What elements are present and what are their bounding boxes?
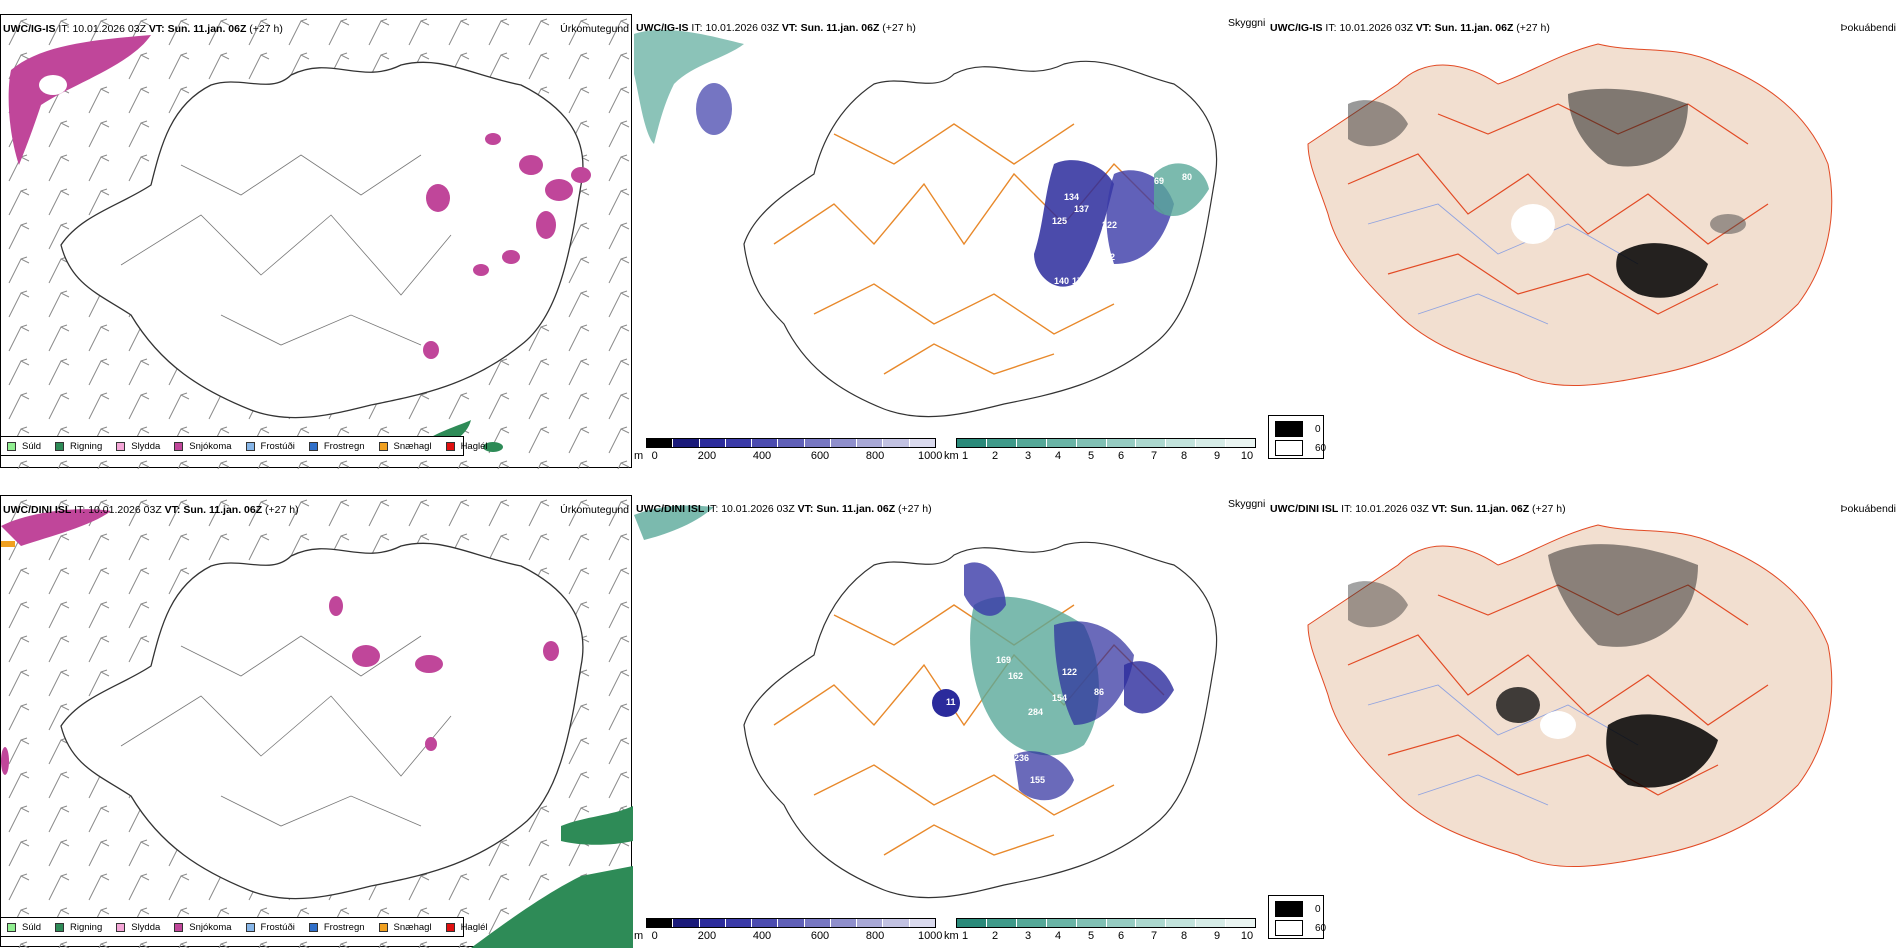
fog-panel-1: UWC/IG-IS IT: 10.01.2026 03Z VT: Sun. 11… (1268, 14, 1900, 414)
fog-legend-2: 0 60 (1268, 895, 1326, 939)
map-label: 154 (1052, 693, 1068, 703)
legend-item: Snjókoma (174, 922, 232, 933)
ceiling-unit-1: m (634, 450, 644, 462)
map-label: 151 (1070, 765, 1086, 775)
row1-vis-header: UWC/IG-IS IT: 10.01.2026 03Z VT: Sun. 11… (636, 22, 916, 34)
map-label: 179 (1072, 276, 1088, 286)
ceiling-colorbar-2 (646, 918, 936, 928)
row2-precip-header: UWC/DINI ISL IT: 10.01.2026 03Z VT: Sun.… (3, 504, 299, 516)
precip-legend-1: Súld Rigning Slydda Snjókoma Frostúði Fr… (0, 436, 488, 456)
fog-title-1: Þokuábendi (1840, 22, 1896, 34)
map-label: 125 (1052, 216, 1068, 226)
precip-title-1: Úrkomutegund (560, 23, 629, 35)
visibility-title-2: Skyggni (1228, 498, 1266, 510)
ceiling-unit-2: m (634, 930, 644, 942)
map-label: 155 (1030, 775, 1046, 785)
map-label: 98 (1144, 140, 1155, 150)
visibility-panel-1: 134 137 125 222 140 179 105 127 98 69 80… (634, 14, 1234, 434)
precip-map-1 (1, 15, 633, 469)
map-label: 80 (1182, 172, 1193, 182)
map-label: 162 (1008, 671, 1024, 681)
legend-item: Frostregn (308, 441, 365, 452)
legend-item: Slydda (116, 922, 160, 933)
legend-item: Frostúði (245, 922, 295, 933)
legend-item: Rigning (55, 441, 102, 452)
map-label: 222 (1102, 220, 1118, 230)
snow-patch (8, 35, 152, 165)
map-label: 222 (1100, 252, 1116, 262)
iceland-outline (60, 61, 584, 419)
map-label: 69 (1154, 176, 1165, 186)
map-label: 122 (1062, 667, 1078, 677)
map-label: 169 (996, 655, 1012, 665)
visibility-map-1 (634, 29, 1218, 418)
legend-item: Frostregn (308, 922, 365, 933)
legend-item: Snæhagl (378, 441, 432, 452)
map-label: 82 (1120, 262, 1131, 272)
vis-unit-1: km (944, 450, 959, 462)
legend-item: Súld (7, 922, 41, 933)
map-label: 137 (1074, 204, 1090, 214)
legend-item: Slydda (116, 441, 160, 452)
fog-legend-1: 0 60 (1268, 415, 1326, 459)
precip-map-2 (1, 496, 633, 948)
legend-item: Súld (7, 441, 41, 452)
row2-vis-header: UWC/DINI ISL IT: 10.01.2026 03Z VT: Sun.… (636, 503, 932, 515)
map-label: 140 (1054, 276, 1070, 286)
visibility-colorbar-1 (956, 438, 1256, 448)
visibility-panel-2: 169 162 122 154 86 284 11 236 111 155 83… (634, 495, 1234, 915)
map-label: 83 (1114, 723, 1125, 733)
visibility-title-1: Skyggni (1228, 17, 1266, 29)
map-label: 284 (1028, 707, 1044, 717)
fog-map-2 (1307, 524, 1833, 867)
legend-item: Snjókoma (174, 441, 232, 452)
precip-title-2: Úrkomutegund (560, 504, 629, 516)
legend-item: Haglél (445, 922, 488, 933)
map-label: 105 (1094, 280, 1110, 290)
legend-item: Haglél (445, 441, 488, 452)
map-label: 127 (1062, 332, 1078, 342)
precip-type-panel-2: UWC/DINI ISL IT: 10.01.2026 03Z VT: Sun.… (0, 495, 633, 948)
legend-item: Frostúði (245, 441, 295, 452)
visibility-map-2 (634, 505, 1218, 899)
row1-precip-header: UWC/IG-IS IT: 10.01.2026 03Z VT: Sun. 11… (3, 23, 283, 35)
row1-fog-header: UWC/IG-IS IT: 10.01.2026 03Z VT: Sun. 11… (1270, 22, 1550, 34)
map-label: 236 (1014, 753, 1030, 763)
map-label: 134 (1064, 192, 1080, 202)
map-label: 86 (1094, 687, 1105, 697)
fog-panel-2: UWC/DINI ISL IT: 10.01.2026 03Z VT: Sun.… (1268, 495, 1900, 895)
fog-map-1 (1307, 43, 1833, 386)
legend-item: Snæhagl (378, 922, 432, 933)
precip-type-panel-1: UWC/IG-IS IT: 10.01.2026 03Z VT: Sun. 11… (0, 14, 633, 469)
map-label: 11 (946, 697, 956, 707)
map-label: 42 (1174, 655, 1185, 665)
vis-unit-2: km (944, 930, 959, 942)
precip-legend-2: Súld Rigning Slydda Snjókoma Frostúði Fr… (0, 917, 488, 937)
legend-item: Rigning (55, 922, 102, 933)
map-label: 111 (1092, 749, 1107, 759)
ceiling-colorbar-1 (646, 438, 936, 448)
visibility-colorbar-2 (956, 918, 1256, 928)
fog-title-2: Þokuábendi (1840, 503, 1896, 515)
row2-fog-header: UWC/DINI ISL IT: 10.01.2026 03Z VT: Sun.… (1270, 503, 1566, 515)
